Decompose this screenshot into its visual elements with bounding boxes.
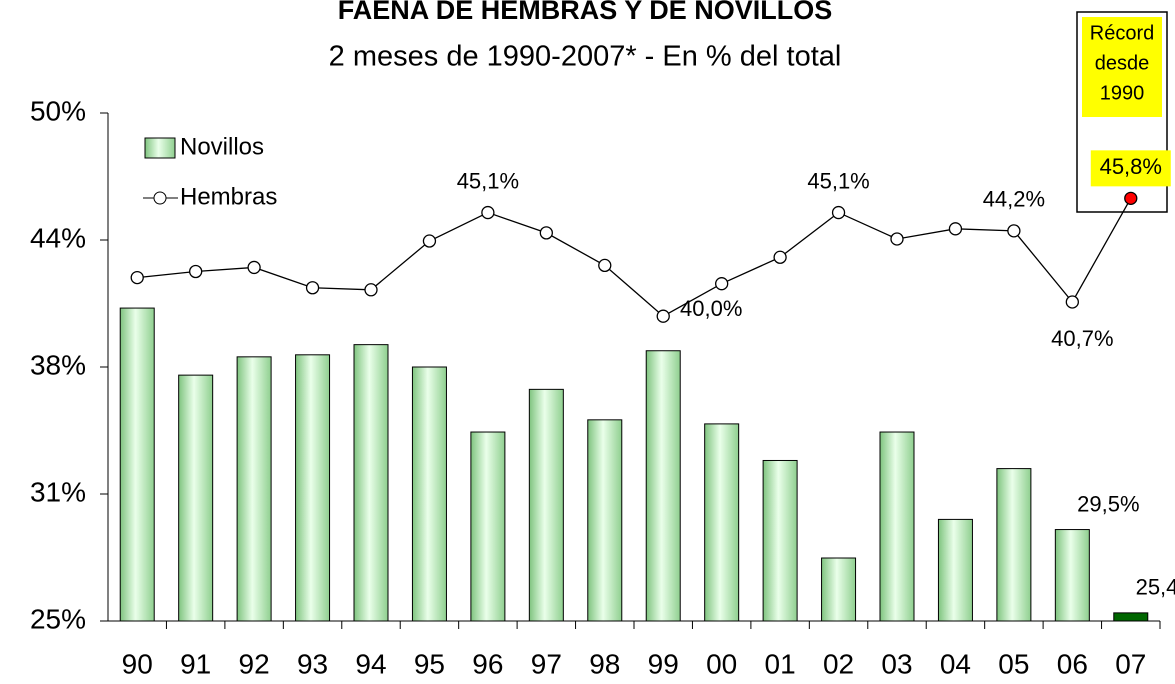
x-tick-label: 90 [122,648,153,679]
legend-swatch [144,137,176,159]
data-label: 40,7% [1051,326,1113,351]
x-tick-label: 92 [239,648,270,679]
annotation-line: Récord [1090,22,1154,44]
marker [656,309,670,323]
x-tick-label: 93 [297,648,328,679]
data-label: 40,0% [680,296,742,321]
bar [178,374,214,622]
data-label: 44,2% [983,187,1045,212]
annotation-bg [1082,17,1162,117]
chart-subtitle: 2 meses de 1990-2007* - En % del total [329,41,842,73]
x-tick-label: 96 [472,648,503,679]
marker [422,234,437,248]
x-tick-label: 95 [414,648,445,679]
x-tick-label: 04 [940,648,971,679]
y-tick-label: 25% [30,603,86,634]
y-tick-label: 31% [30,476,86,507]
marker [773,250,787,264]
marker [890,232,904,246]
legend-label: Novillos [180,133,264,160]
marker [481,205,495,220]
bar [704,423,740,622]
marker [189,264,203,279]
bar [411,366,447,622]
marker [715,277,729,291]
data-label: 29,5% [1077,491,1139,516]
y-tick-label: 44% [30,222,86,253]
marker [364,283,378,297]
bar [587,419,623,622]
bar [528,388,564,622]
marker [247,260,261,275]
data-label: 45,8% [1100,154,1162,179]
x-tick-label: 02 [823,648,854,679]
annotation-line: 1990 [1100,82,1145,104]
x-tick-label: 98 [589,648,620,679]
bar [879,431,915,622]
bar [762,459,798,622]
bar [295,354,331,622]
bar [119,307,155,622]
legend-marker [153,191,167,205]
marker [1065,295,1079,309]
data-label: 25,4% [1136,575,1175,600]
bar [236,356,272,622]
y-tick-label: 38% [30,349,86,380]
bar [937,518,973,622]
bar [1113,612,1149,622]
marker [598,258,612,273]
marker [305,281,320,295]
x-tick-label: 06 [1057,648,1088,679]
bar [470,431,506,622]
bar [645,350,681,622]
line [137,198,1132,317]
x-tick-label: 05 [998,648,1029,679]
x-tick-label: 97 [531,648,562,679]
bar [996,468,1032,622]
x-tick-label: 07 [1115,648,1146,679]
x-tick-label: 03 [881,648,912,679]
y-tick-label: 50% [30,95,86,126]
x-tick-label: 00 [706,648,737,679]
marker [130,270,144,285]
marker [1007,224,1021,238]
bar [1054,529,1090,622]
x-tick-label: 01 [765,648,796,679]
marker [539,226,553,240]
bar [821,557,857,622]
data-label: 45,1% [807,168,869,193]
marker [948,222,963,236]
bar [353,344,389,622]
marker [831,205,846,220]
label-bg [1090,150,1171,187]
data-label: 45,1% [457,168,519,193]
legend-label: Hembras [180,183,277,210]
chart-title: FAENA DE HEMBRAS Y DE NOVILLOS [338,0,833,25]
x-tick-label: 99 [648,648,679,679]
x-tick-label: 94 [355,648,386,679]
annotation-line: desde [1095,52,1150,74]
marker [1124,191,1138,205]
x-tick-label: 91 [180,648,211,679]
